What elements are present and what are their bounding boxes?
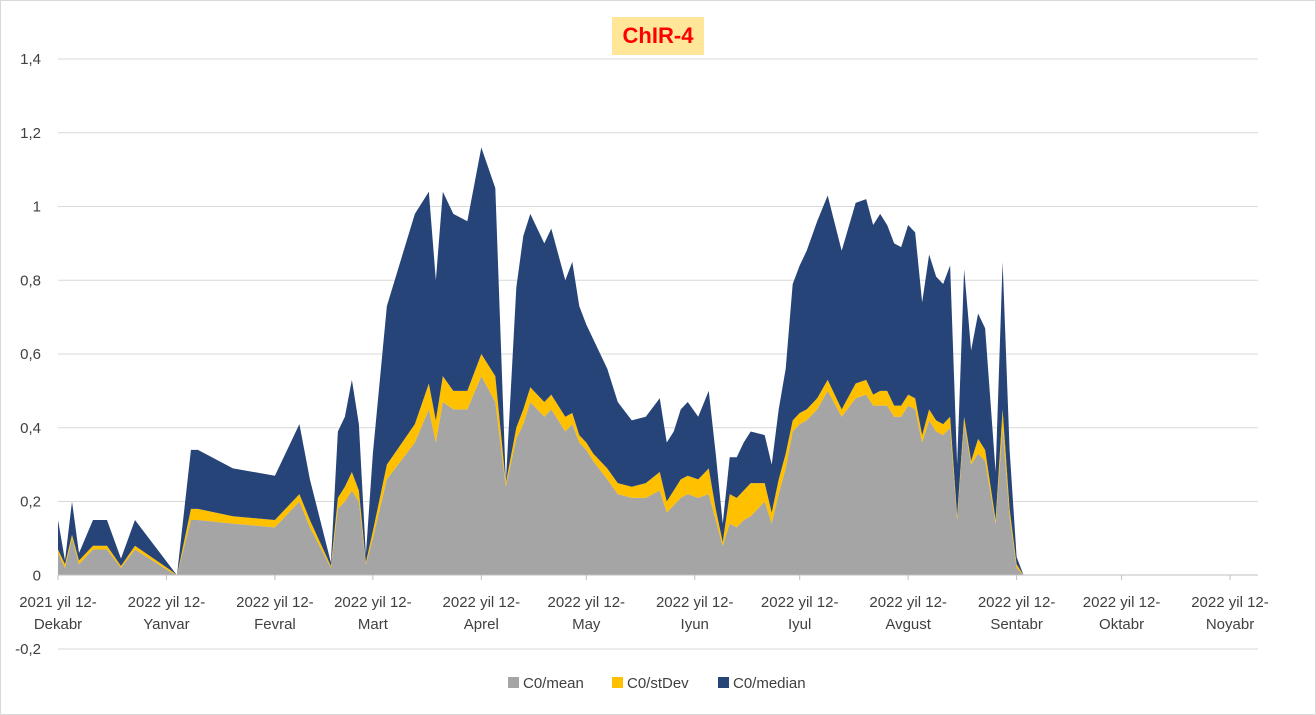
legend: C0/mean C0/stDev C0/median — [508, 675, 806, 692]
y-tick-label: 1,2 — [20, 125, 41, 142]
y-tick-label: 1,4 — [20, 51, 41, 68]
x-tick-label-line2: Iyul — [788, 616, 811, 633]
x-tick-label-line2: Sentabr — [990, 616, 1043, 633]
stacked-areas — [58, 147, 1258, 576]
y-tick-label: -0,2 — [15, 641, 41, 658]
x-tick-label-line2: Fevral — [254, 616, 296, 633]
y-tick-label: 0 — [33, 567, 41, 584]
x-tick-label-line1: 2021 yil 12- — [19, 594, 97, 611]
legend-swatch — [612, 677, 623, 688]
legend-label: C0/stDev — [627, 675, 689, 692]
x-tick-label-line1: 2022 yil 12- — [1083, 594, 1161, 611]
x-tick-label-line2: Oktabr — [1099, 616, 1144, 633]
x-axis: 2021 yil 12- Dekabr 2022 yil 12- Yanvar 2022… — [19, 574, 1269, 633]
legend-label: C0/median — [733, 675, 806, 692]
x-tick-label-line1: 2022 yil 12- — [761, 594, 839, 611]
series-area-c0-mean — [58, 376, 1258, 576]
y-axis: 1,4 1,2 1 0,8 0,6 0,4 0,2 0 -0,2 — [15, 51, 41, 658]
x-tick-label-line1: 2022 yil 12- — [443, 594, 521, 611]
legend-swatch — [718, 677, 729, 688]
y-tick-label: 0,2 — [20, 494, 41, 511]
y-tick-label: 1 — [33, 199, 41, 216]
series-area-c0-median — [58, 147, 1258, 576]
x-tick-label-line1: 2022 yil 12- — [236, 594, 314, 611]
x-tick-label-line2: Mart — [358, 616, 389, 633]
x-tick-label-line2: Avgust — [885, 616, 931, 633]
x-tick-label-line2: Dekabr — [34, 616, 82, 633]
x-tick-label-line2: Noyabr — [1206, 616, 1254, 633]
y-tick-label: 0,8 — [20, 272, 41, 289]
x-tick-label-line1: 2022 yil 12- — [978, 594, 1056, 611]
x-tick-label-line1: 2022 yil 12- — [869, 594, 947, 611]
legend-swatch — [508, 677, 519, 688]
y-tick-label: 0,4 — [20, 420, 41, 437]
chart-title-box: ChIR-4 — [612, 17, 704, 55]
chart-title: ChIR-4 — [622, 23, 694, 48]
x-tick-label-line2: Aprel — [464, 616, 499, 633]
y-tick-label: 0,6 — [20, 346, 41, 363]
x-tick-label-line1: 2022 yil 12- — [547, 594, 625, 611]
x-tick-label-line2: Iyun — [681, 616, 709, 633]
x-tick-label-line1: 2022 yil 12- — [334, 594, 412, 611]
x-tick-label-line1: 2022 yil 12- — [1191, 594, 1269, 611]
x-tick-label-line2: May — [572, 616, 601, 633]
x-tick-label-line1: 2022 yil 12- — [656, 594, 734, 611]
x-tick-label-line1: 2022 yil 12- — [128, 594, 206, 611]
legend-label: C0/mean — [523, 675, 584, 692]
x-tick-label-line2: Yanvar — [143, 616, 189, 633]
